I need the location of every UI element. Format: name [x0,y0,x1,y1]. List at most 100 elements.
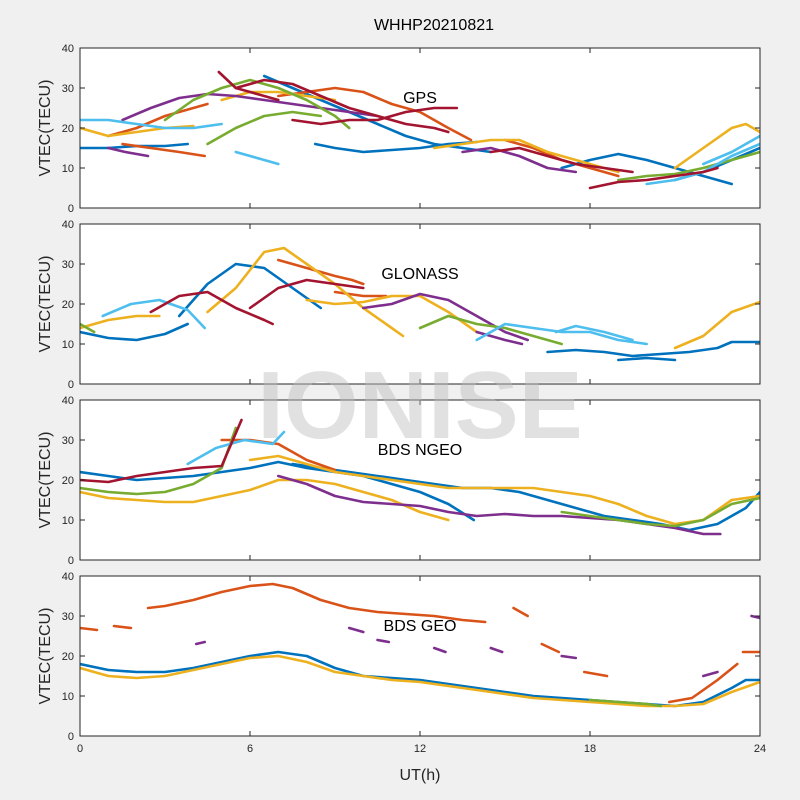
series-line-6 [80,314,161,330]
y-tick-label: 40 [62,395,74,407]
series-line-12 [673,122,760,170]
x-tick-label: 18 [584,743,596,755]
series-line-10 [362,292,529,342]
y-axis-label: VTEC(TECU) [37,432,54,529]
series-line-2 [80,626,99,632]
series-line-11 [347,626,365,634]
panel-0: 0 10 20 30 40 VTEC(TECU) GPS [37,43,761,215]
series-line-14 [101,298,206,330]
series-line-15 [107,146,150,158]
series-line-2 [313,140,478,154]
series-line-22 [702,134,760,166]
series-line-17 [750,614,760,620]
series-line-23 [217,70,280,102]
panel-label: GPS [403,90,437,107]
series-line-18 [248,278,365,310]
series-line-8 [186,430,286,466]
series-line-7 [206,246,405,338]
y-tick-label: 40 [62,571,74,583]
y-axis-label: VTEC(TECU) [37,80,54,177]
x-tick-label: 12 [414,743,426,755]
series-line-4 [277,258,365,286]
panel-3: 0 10 20 30 40 0 6 12 18 24 VTEC(TECU) BDS GEO [37,571,766,755]
y-axis-label: VTEC(TECU) [37,608,54,705]
panel-label: GLONASS [381,266,458,283]
series-line-12 [376,638,391,644]
series-line-4 [248,454,760,526]
series-line-8 [305,294,478,334]
series-line-15 [560,654,578,660]
series-line-16 [702,670,719,678]
series-line-9 [80,654,760,708]
series-line-27 [588,166,719,190]
plot-area [80,576,760,736]
series-line-2 [546,340,760,358]
y-tick-label: 20 [62,299,74,311]
series-line-5 [107,102,209,138]
series-line-3 [80,478,450,522]
y-tick-label: 30 [62,259,74,271]
panels: 0 10 20 30 40 VTEC(TECU) GPS 0 10 20 30 40 VTEC(TECU… [37,43,766,755]
series-group [80,418,760,536]
series-line-9 [673,300,760,350]
y-tick-label: 20 [62,123,74,135]
x-tick-label: 0 [77,743,83,755]
series-line-24 [234,78,450,134]
series-line-1 [146,582,487,624]
series-line-0 [80,322,189,342]
series-line-18 [617,150,760,182]
series-line-3 [617,356,677,362]
figure-title: WHHP20210821 [374,17,494,34]
y-tick-label: 0 [68,555,74,567]
series-line-19 [80,118,223,130]
series-group [80,582,760,708]
panel-label: BDS GEO [384,618,457,635]
y-tick-label: 10 [62,691,74,703]
x-axis-label: UT(h) [400,767,441,784]
series-line-6 [583,670,609,678]
series-line-10 [220,90,337,102]
series-line-13 [432,646,447,654]
series-line-16 [554,324,634,342]
panel-2: 0 10 20 30 40 VTEC(TECU) BDS NGEO [37,395,761,567]
series-line-25 [291,106,459,126]
series-line-9 [80,418,243,484]
series-line-3 [112,624,133,630]
series-line-17 [206,110,323,146]
series-line-15 [475,322,648,346]
y-tick-label: 20 [62,651,74,663]
series-line-17 [149,290,274,326]
series-line-6 [80,426,238,496]
y-tick-label: 10 [62,339,74,351]
x-tick-label: 24 [754,743,766,755]
series-line-8 [121,142,206,158]
y-tick-label: 30 [62,611,74,623]
y-tick-label: 10 [62,163,74,175]
series-line-18 [588,698,663,708]
series-line-1 [177,262,323,318]
y-tick-label: 30 [62,83,74,95]
series-line-26 [489,146,634,174]
panel-label: BDS NGEO [378,442,462,459]
series-line-10 [194,640,206,646]
series-line-16 [163,78,351,130]
watermark-text: IONISE [257,352,582,459]
plot-area [80,400,760,560]
y-tick-label: 10 [62,515,74,527]
y-tick-label: 0 [68,731,74,743]
y-tick-label: 0 [68,379,74,391]
series-line-14 [489,646,504,654]
y-tick-label: 40 [62,219,74,231]
series-line-14 [461,146,578,174]
series-line-3 [560,152,733,186]
series-group [80,70,760,190]
series-line-20 [234,150,280,166]
series-line-5 [540,642,561,654]
series-line-7 [560,496,760,528]
panel-1: 0 10 20 30 40 VTEC(TECU) GLONASS [37,219,761,391]
y-tick-label: 30 [62,435,74,447]
series-line-12 [80,322,96,334]
series-line-4 [512,606,529,618]
y-tick-label: 0 [68,203,74,215]
